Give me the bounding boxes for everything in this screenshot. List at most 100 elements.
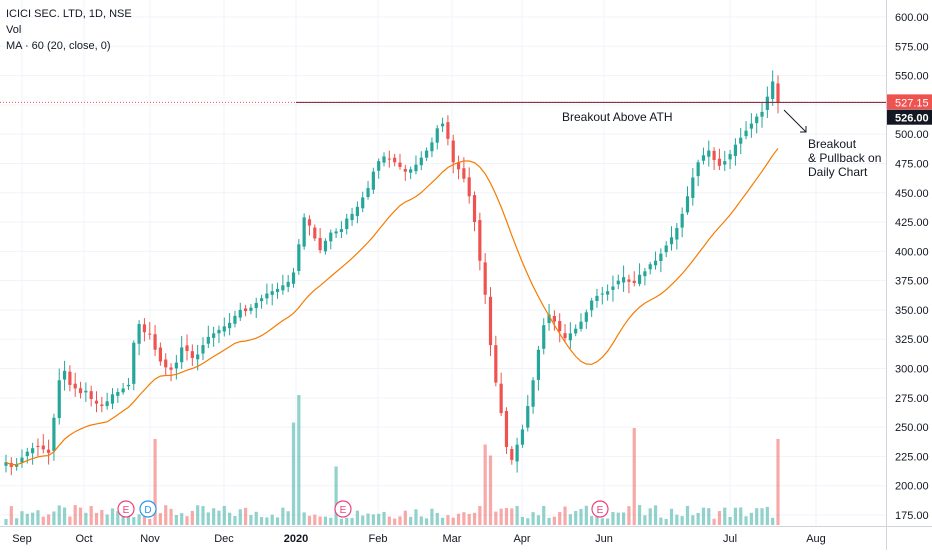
- candle-body: [206, 336, 210, 344]
- candle-body: [504, 411, 509, 448]
- volume-bar: [520, 516, 525, 525]
- candle-body: [132, 342, 136, 384]
- candle-body: [52, 417, 56, 451]
- volume-bar: [771, 517, 775, 525]
- volume-bar: [307, 515, 312, 525]
- annotation-arrow[interactable]: [783, 109, 807, 133]
- candle-body: [233, 315, 237, 324]
- candle-body: [265, 293, 269, 299]
- volume-bar: [542, 505, 546, 525]
- y-tick-label: 225.00: [895, 451, 929, 463]
- candle-body: [701, 155, 706, 161]
- volume-bar: [265, 517, 269, 525]
- volume-bar: [233, 515, 237, 525]
- candle-body: [558, 320, 562, 332]
- candle-body: [653, 260, 658, 266]
- x-tick-label: Feb: [369, 533, 388, 545]
- y-tick-label: 575.00: [895, 41, 929, 53]
- candle-body: [499, 383, 503, 414]
- candle-body: [281, 285, 285, 291]
- candle-body: [398, 162, 402, 167]
- candle-body: [696, 162, 700, 177]
- volume-bar: [25, 513, 29, 525]
- volume-bar: [574, 510, 578, 525]
- candle-body: [387, 158, 391, 160]
- volume-bar: [696, 512, 700, 525]
- candle-body: [771, 81, 775, 99]
- candle-body: [664, 245, 668, 253]
- candle-body: [637, 274, 642, 284]
- volume-bar: [121, 509, 125, 525]
- moving-average-label[interactable]: MA · 60 (20, close, 0): [6, 40, 111, 52]
- y-tick-label: 300.00: [895, 364, 929, 376]
- volume-bar: [393, 518, 397, 525]
- candle-body: [430, 142, 434, 152]
- candle-body: [520, 429, 525, 445]
- candle-body: [275, 288, 280, 293]
- candle-body: [84, 390, 88, 393]
- candle-body: [536, 349, 541, 380]
- volume-bar: [158, 513, 162, 525]
- candle-body: [190, 351, 194, 358]
- volume-bar: [382, 511, 386, 525]
- candle-body: [622, 277, 626, 283]
- volume-bar: [755, 508, 759, 525]
- earnings-marker[interactable]: [334, 500, 352, 518]
- candle-body: [515, 444, 519, 462]
- y-tick-label: 425.00: [895, 217, 929, 229]
- candle-body: [259, 298, 264, 302]
- candle-body: [31, 448, 35, 454]
- candle-body: [680, 213, 684, 228]
- volume-bar: [579, 508, 583, 525]
- volume-bar: [712, 518, 716, 525]
- volume-bar: [174, 515, 178, 525]
- candle-body: [89, 391, 93, 399]
- earnings-marker[interactable]: [117, 500, 135, 518]
- volume-indicator-label[interactable]: Vol: [6, 24, 22, 36]
- volume-bar: [728, 516, 732, 525]
- volume-bar: [190, 510, 194, 525]
- volume-bar: [73, 505, 77, 525]
- candle-body: [728, 154, 732, 160]
- candle-body: [36, 445, 40, 448]
- volume-bar: [622, 512, 626, 525]
- volume-bar: [536, 515, 541, 525]
- candle-body: [691, 177, 695, 198]
- volume-bar: [739, 507, 743, 525]
- volume-bar: [78, 507, 83, 525]
- candle-body: [20, 457, 24, 463]
- volume-bar: [515, 506, 519, 525]
- volume-bar: [552, 516, 556, 525]
- candle-body: [552, 315, 556, 322]
- dividend-marker[interactable]: [139, 500, 157, 518]
- candle-body: [403, 168, 407, 172]
- candle-body: [313, 227, 317, 239]
- candle-body: [611, 286, 615, 290]
- volume-bar: [643, 515, 647, 525]
- candle-body: [4, 462, 8, 466]
- earnings-marker[interactable]: [591, 500, 609, 518]
- volume-bar: [302, 512, 306, 525]
- volume-bar: [600, 518, 604, 525]
- candle-body: [382, 156, 386, 163]
- candle-body: [201, 345, 205, 354]
- candle-body: [41, 445, 45, 450]
- volume-bar: [648, 508, 652, 525]
- candle-body: [510, 449, 514, 460]
- candle-body: [542, 325, 546, 349]
- volume-bar: [339, 518, 344, 525]
- candle-body: [137, 324, 141, 344]
- volume-bar: [142, 512, 147, 525]
- candle-body: [57, 380, 61, 419]
- candle-body: [158, 347, 162, 362]
- annotation-pullback-line: Daily Chart: [808, 165, 868, 179]
- candle-body: [669, 237, 674, 245]
- volume-bar: [425, 518, 429, 525]
- volume-bar: [733, 507, 738, 525]
- volume-bar: [110, 508, 115, 525]
- candle-body: [472, 195, 477, 223]
- annotation-pullback-line: Breakout: [808, 137, 857, 151]
- candle-body: [776, 83, 780, 103]
